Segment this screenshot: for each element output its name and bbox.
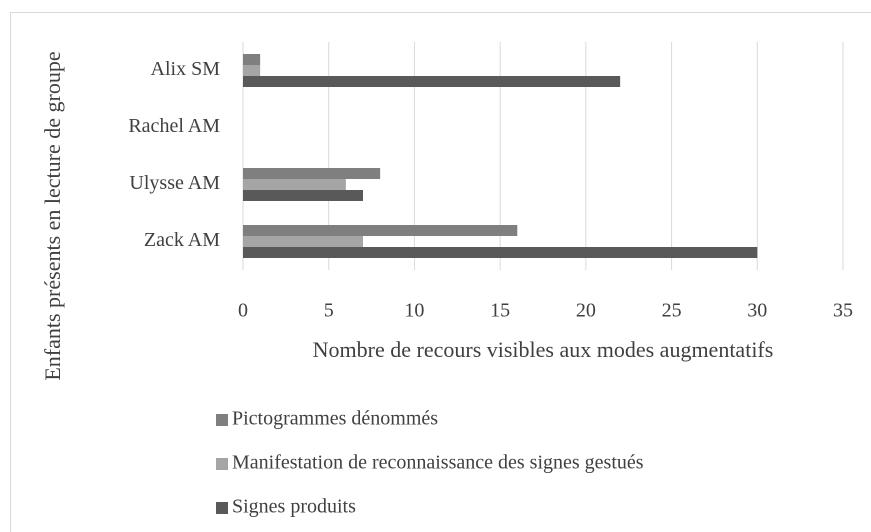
- x-tick-label: 20: [576, 300, 596, 322]
- x-tick-label: 10: [404, 300, 424, 322]
- bar: [243, 168, 381, 179]
- x-tick-label: 35: [833, 300, 853, 322]
- legend-swatch: [216, 502, 228, 514]
- x-tick-label: 30: [747, 300, 767, 322]
- bar: [243, 236, 363, 247]
- y-tick-label: Ulysse AM: [129, 172, 220, 194]
- bar: [243, 190, 363, 201]
- bar: [243, 247, 758, 258]
- x-tick-label: 5: [324, 300, 334, 322]
- x-tick-label: 15: [490, 300, 510, 322]
- legend-swatch: [216, 458, 228, 470]
- y-tick-label: Zack AM: [144, 229, 220, 251]
- legend-label: Manifestation de reconnaissance des sign…: [232, 452, 644, 474]
- x-axis-title: Nombre de recours visibles aux modes aug…: [313, 337, 774, 362]
- bar: [243, 225, 518, 236]
- y-tick-label: Rachel AM: [128, 115, 220, 137]
- y-tick-label: Alix SM: [151, 58, 221, 80]
- legend-label: Signes produits: [232, 496, 356, 518]
- chart-border: [10, 12, 871, 532]
- bar: [243, 54, 261, 65]
- bar: [243, 65, 261, 76]
- y-axis-title: Enfants présents en lecture de groupe: [40, 51, 65, 381]
- bar: [243, 76, 621, 87]
- bar: [243, 179, 346, 190]
- x-tick-label: 0: [238, 300, 248, 322]
- legend-swatch: [216, 414, 228, 426]
- legend-label: Pictogrammes dénommés: [232, 408, 438, 430]
- x-tick-label: 25: [662, 300, 682, 322]
